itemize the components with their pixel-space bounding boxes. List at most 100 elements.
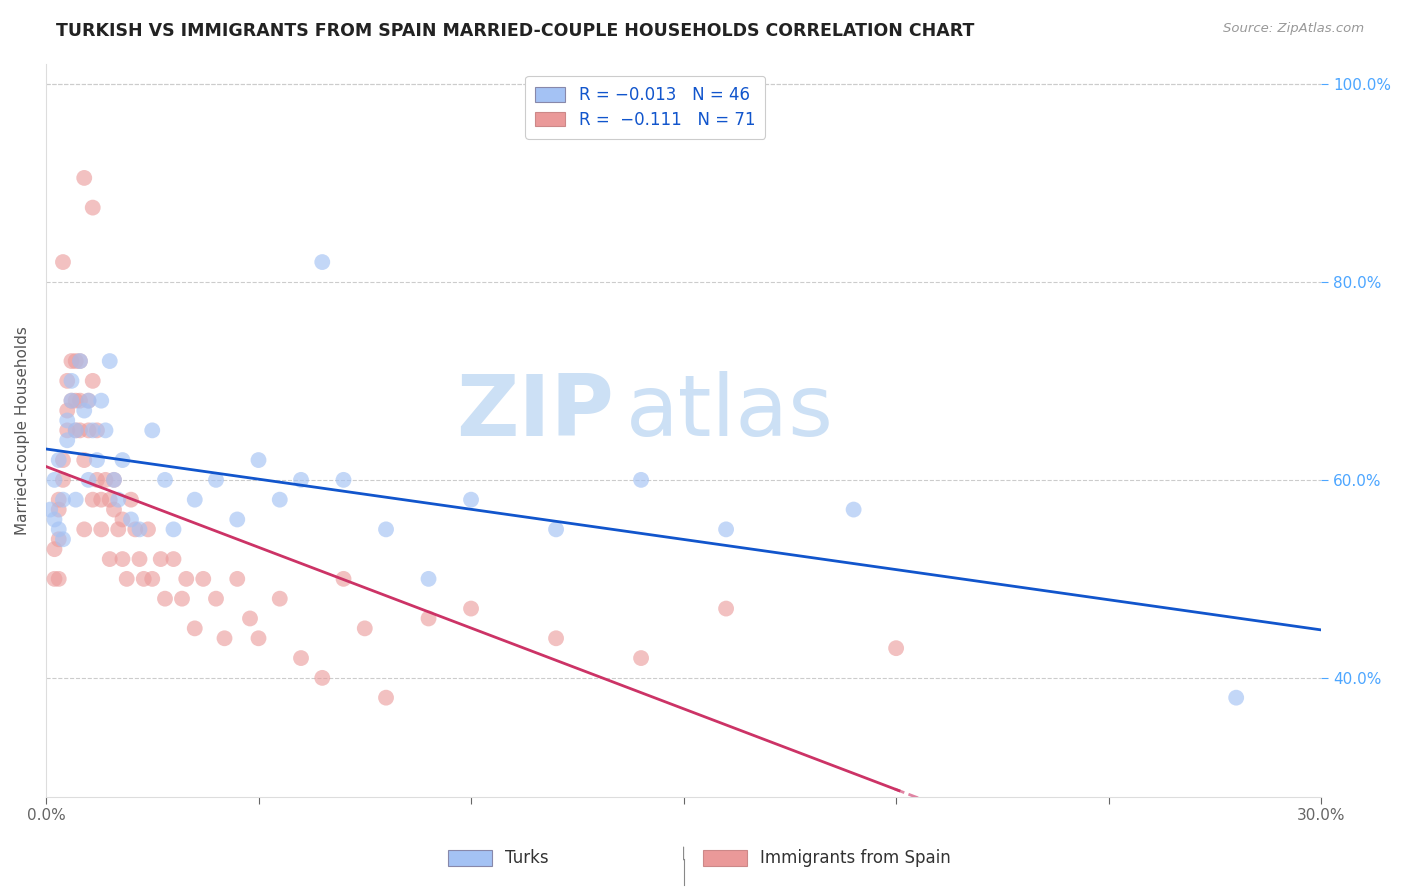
Point <box>630 651 652 665</box>
Point <box>94 473 117 487</box>
Point <box>77 473 100 487</box>
Point <box>52 533 75 547</box>
Point <box>56 434 79 448</box>
Point <box>86 423 108 437</box>
Point <box>128 552 150 566</box>
Point <box>311 255 333 269</box>
Point <box>77 393 100 408</box>
Point <box>153 591 176 606</box>
Point <box>52 453 75 467</box>
Point <box>107 492 129 507</box>
Point <box>353 621 375 635</box>
Point <box>44 572 66 586</box>
Point <box>98 492 121 507</box>
Text: ZIP: ZIP <box>456 370 613 453</box>
Point <box>69 423 91 437</box>
Point <box>544 522 567 536</box>
Point <box>48 453 70 467</box>
Point <box>60 354 83 368</box>
Point <box>120 512 142 526</box>
Point <box>1225 690 1247 705</box>
Point <box>86 453 108 467</box>
Point <box>82 201 104 215</box>
Point <box>418 611 440 625</box>
Point <box>136 522 159 536</box>
Point <box>111 453 134 467</box>
Point <box>44 512 66 526</box>
Point <box>132 572 155 586</box>
Y-axis label: Married-couple Households: Married-couple Households <box>15 326 30 535</box>
Legend: R = −0.013   N = 46, R =  −0.111   N = 71: R = −0.013 N = 46, R = −0.111 N = 71 <box>526 76 765 139</box>
Point <box>98 552 121 566</box>
Point <box>162 522 184 536</box>
Point <box>73 170 96 185</box>
Point <box>65 492 87 507</box>
Point <box>39 502 62 516</box>
Point <box>107 522 129 536</box>
Text: TURKISH VS IMMIGRANTS FROM SPAIN MARRIED-COUPLE HOUSEHOLDS CORRELATION CHART: TURKISH VS IMMIGRANTS FROM SPAIN MARRIED… <box>56 22 974 40</box>
Point <box>544 632 567 646</box>
Point <box>52 473 75 487</box>
Point <box>290 473 312 487</box>
Point <box>205 591 228 606</box>
Point <box>226 572 249 586</box>
Point <box>56 423 79 437</box>
Point <box>124 522 146 536</box>
Point <box>90 492 112 507</box>
Point <box>111 552 134 566</box>
Point <box>60 374 83 388</box>
Point <box>82 423 104 437</box>
Point <box>153 473 176 487</box>
Point <box>82 492 104 507</box>
Point <box>247 632 270 646</box>
Point <box>69 354 91 368</box>
Point <box>193 572 215 586</box>
Point <box>842 502 865 516</box>
Point <box>73 403 96 417</box>
Point <box>52 492 75 507</box>
Point <box>184 492 207 507</box>
Text: atlas: atlas <box>626 370 834 453</box>
Point <box>311 671 333 685</box>
Point <box>48 502 70 516</box>
Point <box>332 473 354 487</box>
Point <box>141 423 163 437</box>
Point <box>94 423 117 437</box>
Point <box>44 473 66 487</box>
Point <box>205 473 228 487</box>
Point <box>73 522 96 536</box>
Point <box>44 542 66 557</box>
Text: Immigrants from Spain: Immigrants from Spain <box>761 849 950 867</box>
Point <box>170 591 193 606</box>
Point <box>269 591 291 606</box>
Point <box>56 374 79 388</box>
Point <box>65 423 87 437</box>
Point <box>290 651 312 665</box>
Point <box>73 453 96 467</box>
FancyBboxPatch shape <box>447 850 492 866</box>
Point <box>714 601 737 615</box>
Point <box>239 611 262 625</box>
Point <box>226 512 249 526</box>
Point <box>65 393 87 408</box>
Point <box>174 572 197 586</box>
Point <box>65 423 87 437</box>
Point <box>375 690 398 705</box>
Point <box>630 473 652 487</box>
Point <box>56 413 79 427</box>
Point <box>214 632 236 646</box>
Point <box>56 403 79 417</box>
Point <box>60 393 83 408</box>
Point <box>48 492 70 507</box>
Point <box>120 492 142 507</box>
Point <box>90 522 112 536</box>
Point <box>103 502 125 516</box>
Point <box>65 354 87 368</box>
Point <box>418 572 440 586</box>
Point <box>77 423 100 437</box>
Point <box>162 552 184 566</box>
Text: Turks: Turks <box>505 849 548 867</box>
Point <box>69 393 91 408</box>
Point <box>460 601 482 615</box>
Point <box>115 572 138 586</box>
